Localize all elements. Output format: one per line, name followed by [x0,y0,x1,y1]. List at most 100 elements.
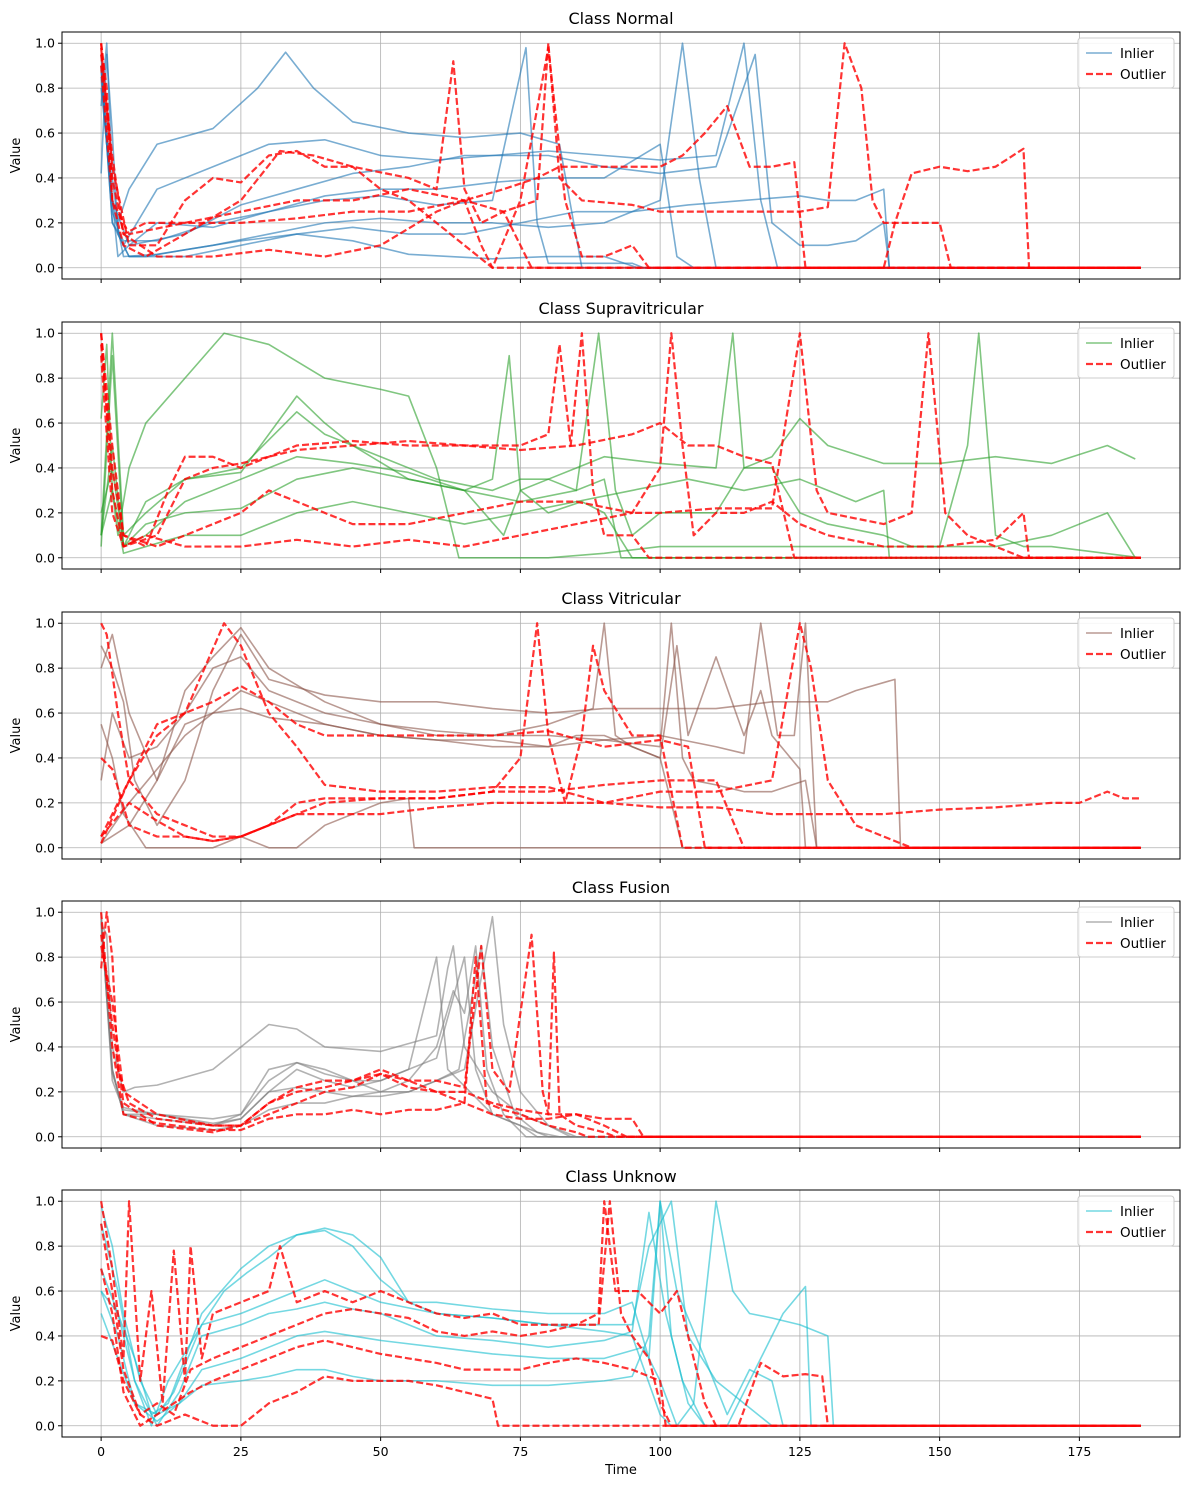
y-tick-label: 0.8 [35,371,55,386]
y-tick-label: 0.4 [35,170,55,185]
x-tick-label: 50 [373,1444,389,1459]
y-axis-label: Value [9,718,24,754]
chart-title: Class Normal [568,9,673,28]
plot-frame [61,321,1181,570]
outlier-series-line-2 [100,332,1141,559]
y-tick-label: 0.6 [35,126,55,141]
subplot-4: 0.0 0.2 0.4 0.6 0.8 1.0 Class Fusion Value Inlie… [9,878,1181,1152]
chart-title: Class Fusion [572,878,670,897]
outlier-series-line-3 [100,43,1141,269]
y-axis-label: Value [9,428,24,464]
inlier-series-line-5 [100,622,1141,849]
inlier-series-line-1 [100,332,1141,559]
inlier-series-line-6 [100,42,1141,269]
plot-frame [61,31,1181,280]
inlier-series-line-8 [100,53,1141,269]
legend: Inlier Outlier [1077,906,1175,958]
inlier-series-line-6 [100,478,1141,559]
subplot-2: 0.0 0.2 0.4 0.6 0.8 1.0 Class Supravitricular V… [9,299,1181,573]
outlier-series-line-3 [100,912,1141,1138]
legend-outlier-label: Outlier [1120,357,1166,373]
outlier-series-line-1 [100,1200,1141,1427]
legend-box [1077,906,1175,958]
x-tick-label: 175 [1067,1444,1091,1459]
x-axis-label: Time [604,1463,637,1478]
subplot-1: 0.0 0.2 0.4 0.6 0.8 1.0 Class Normal Value Inlie… [9,9,1181,283]
outlier-series-line-2 [100,934,1141,1138]
y-tick-label: 0.0 [35,1129,55,1144]
plot-area [62,612,1180,859]
legend-inlier-label: Inlier [1120,336,1154,352]
chart-title: Class Unknow [565,1167,676,1186]
outlier-series-line-4 [100,685,1141,849]
subplot-5: 0.0 0.2 0.4 0.6 0.8 1.0 0 25 50 75 100 125 150 175 Cla… [9,1167,1181,1478]
x-tick-label: 25 [233,1444,249,1459]
y-tick-label: 0.4 [35,460,55,475]
y-tick-label: 0.2 [35,215,55,230]
y-tick-label: 0.2 [35,795,55,810]
inlier-series-line-2 [100,1200,1141,1427]
series-group [100,911,1141,1138]
y-tick-label: 0.4 [35,1039,55,1054]
outlier-series-line-1 [100,911,1141,1138]
y-tick-label: 0.4 [35,1328,55,1343]
y-tick-label: 0.6 [35,416,55,431]
legend-box [1077,37,1175,89]
inlier-series-line-2 [100,724,1141,849]
y-tick-label: 0.6 [35,1284,55,1299]
y-tick-label: 0.0 [35,840,55,855]
outlier-series-line-5 [100,65,1141,269]
outlier-series-line-2 [100,622,1141,849]
y-tick-label: 1.0 [35,36,55,51]
x-tick-label: 100 [648,1444,672,1459]
legend-box [1077,617,1175,669]
series-group [100,1200,1141,1427]
y-tick-label: 0.6 [35,995,55,1010]
outlier-series-line-4 [100,945,1141,1138]
inlier-series-line-4 [100,1211,1141,1427]
x-tick-label: 150 [928,1444,952,1459]
outlier-series-line-3 [100,355,1141,559]
y-tick-label: 0.8 [35,1239,55,1254]
y-tick-label: 0.0 [35,1418,55,1433]
outlier-series-line-4 [100,332,1141,559]
inlier-series-line-5 [100,915,1141,1138]
legend: Inlier Outlier [1077,327,1175,379]
y-axis-label: Value [9,1007,24,1043]
legend-outlier-label: Outlier [1120,1225,1166,1241]
y-tick-label: 1.0 [35,905,55,920]
outlier-series-line-4 [100,47,1141,269]
outlier-series-line-3 [100,1200,1141,1427]
series-group [100,42,1141,269]
x-tick-label: 75 [512,1444,528,1459]
plot-frame [61,611,1181,860]
inlier-series-line-5 [100,1200,1141,1427]
x-tick-label: 125 [788,1444,812,1459]
inlier-series-line-3 [100,622,1141,849]
legend-inlier-label: Inlier [1120,626,1154,642]
legend-outlier-label: Outlier [1120,936,1166,952]
subplot-3: 0.0 0.2 0.4 0.6 0.8 1.0 Class Vitricular Value I… [9,589,1181,863]
plot-area [62,322,1180,569]
inlier-series-line-6 [100,1200,1141,1427]
outlier-series-line-3 [100,622,1141,838]
plot-area [62,901,1180,1148]
legend-inlier-label: Inlier [1120,1204,1154,1220]
legend: Inlier Outlier [1077,1195,1175,1247]
legend: Inlier Outlier [1077,617,1175,669]
legend-outlier-label: Outlier [1120,647,1166,663]
legend: Inlier Outlier [1077,37,1175,89]
y-axis-label: Value [9,1296,24,1332]
inlier-series-line-1 [100,1205,1141,1427]
x-tick-label: 0 [97,1444,105,1459]
y-tick-label: 0.8 [35,661,55,676]
inlier-series-line-1 [100,633,1141,849]
series-group [100,332,1141,559]
series-group [100,622,1141,849]
y-tick-label: 0.8 [35,81,55,96]
y-tick-label: 1.0 [35,616,55,631]
legend-outlier-label: Outlier [1120,67,1166,83]
inlier-series-line-7 [100,65,1141,269]
y-tick-label: 0.2 [35,1373,55,1388]
